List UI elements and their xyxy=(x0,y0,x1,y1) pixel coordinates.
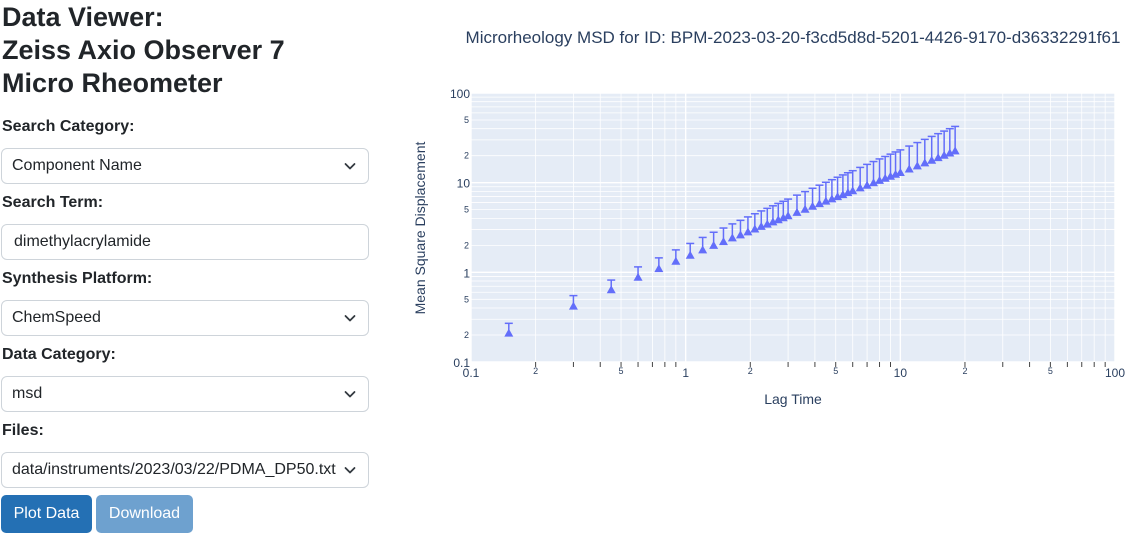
data-point xyxy=(654,264,664,273)
data-point xyxy=(671,256,681,265)
files-label: Files: xyxy=(2,422,44,439)
files-value: data/instruments/2023/03/22/PDMA_DP50.tx… xyxy=(12,461,336,478)
data-point xyxy=(768,217,778,226)
y-minor-tick-label: 2 xyxy=(464,240,469,250)
data-point xyxy=(848,186,858,195)
data-point xyxy=(827,194,837,203)
data-point xyxy=(869,178,879,187)
data-point xyxy=(685,250,695,259)
plot-area xyxy=(471,93,1115,362)
x-minor-tick-label: 5 xyxy=(619,366,624,376)
y-minor-tick-label: 2 xyxy=(464,151,469,161)
y-tick-label: 100 xyxy=(450,87,470,101)
y-tick-label: 0.1 xyxy=(453,356,470,370)
data-point xyxy=(800,204,810,213)
data-point xyxy=(504,328,514,337)
data-point xyxy=(735,230,745,239)
data-category-value: msd xyxy=(12,385,43,402)
data-category-label: Data Category: xyxy=(2,346,116,363)
chart-title: Microrheology MSD for ID: BPM-2023-03-20… xyxy=(466,28,1121,47)
x-minor-tick-label: 5 xyxy=(833,366,838,376)
x-axis-label: Lag Time xyxy=(764,391,822,407)
y-minor-tick-label: 5 xyxy=(464,115,469,125)
y-minor-tick-label: 2 xyxy=(464,330,469,340)
y-tick-label: 1 xyxy=(463,266,470,280)
chevron-down-icon xyxy=(344,467,356,474)
synthesis-platform-label: Synthesis Platform: xyxy=(2,270,153,287)
y-minor-tick-label: 5 xyxy=(464,205,469,215)
chevron-down-icon xyxy=(344,391,356,398)
chevron-down-icon xyxy=(344,315,356,322)
plot-data-button[interactable]: Plot Data xyxy=(1,495,92,533)
data-point xyxy=(912,161,922,170)
search-category-value: Component Name xyxy=(12,157,142,174)
data-point xyxy=(855,183,865,192)
chevron-down-icon xyxy=(344,163,356,170)
data-point xyxy=(743,227,753,236)
data-point xyxy=(895,167,905,176)
data-point xyxy=(633,272,643,281)
app-title-line-2: Zeiss Axio Observer 7 xyxy=(2,35,285,65)
data-point xyxy=(875,175,885,184)
data-point xyxy=(762,219,772,228)
synthesis-platform-select[interactable]: ChemSpeed xyxy=(1,300,369,336)
data-point xyxy=(727,233,737,242)
chart-ticks: 2 5 2 5 2 5 2 5 2 5 2 5 0.1 1 10 100 0.1 1 10 100 xyxy=(450,87,1125,380)
app-title-line-1: Data Viewer: xyxy=(2,2,164,32)
data-point xyxy=(821,196,831,205)
app-title-line-3: Micro Rheometer xyxy=(2,68,223,98)
x-minor-tick-label: 2 xyxy=(962,366,967,376)
data-point xyxy=(792,207,802,216)
data-point xyxy=(568,301,578,310)
data-point xyxy=(783,211,793,220)
data-point xyxy=(880,173,890,182)
search-term-field[interactable] xyxy=(1,224,369,260)
data-point xyxy=(833,192,843,201)
y-tick-label: 10 xyxy=(457,177,471,191)
search-category-select[interactable]: Component Name xyxy=(1,148,369,184)
data-point xyxy=(904,164,914,173)
x-minor-tick-label: 2 xyxy=(533,366,538,376)
data-point xyxy=(606,285,616,294)
data-point xyxy=(950,146,960,155)
data-category-select[interactable]: msd xyxy=(1,376,369,412)
data-point xyxy=(814,199,824,208)
search-term-input[interactable] xyxy=(12,233,358,251)
chart-marks xyxy=(504,125,960,337)
data-point xyxy=(718,237,728,246)
data-point xyxy=(927,155,937,164)
y-minor-tick-label: 5 xyxy=(464,294,469,304)
chart-grid xyxy=(470,92,1116,363)
download-button[interactable]: Download xyxy=(96,495,193,533)
data-point xyxy=(808,201,818,210)
x-minor-tick-label: 2 xyxy=(748,366,753,376)
x-minor-tick-label: 5 xyxy=(1048,366,1053,376)
data-point xyxy=(933,153,943,162)
data-point xyxy=(862,180,872,189)
data-point xyxy=(920,158,930,167)
x-tick-label: 1 xyxy=(682,366,689,380)
search-term-label: Search Term: xyxy=(2,194,104,211)
data-point xyxy=(709,240,719,249)
x-tick-label: 0.1 xyxy=(463,366,480,380)
x-tick-label: 100 xyxy=(1105,366,1125,380)
data-point xyxy=(945,148,955,157)
data-point xyxy=(939,150,949,159)
search-category-label: Search Category: xyxy=(2,118,135,135)
data-point xyxy=(698,245,708,254)
y-axis-label: Mean Square Displacement xyxy=(412,142,428,315)
x-tick-label: 10 xyxy=(894,366,908,380)
data-point xyxy=(750,224,760,233)
data-point xyxy=(756,221,766,230)
files-select[interactable]: data/instruments/2023/03/22/PDMA_DP50.tx… xyxy=(1,452,369,488)
synthesis-platform-value: ChemSpeed xyxy=(12,309,101,326)
